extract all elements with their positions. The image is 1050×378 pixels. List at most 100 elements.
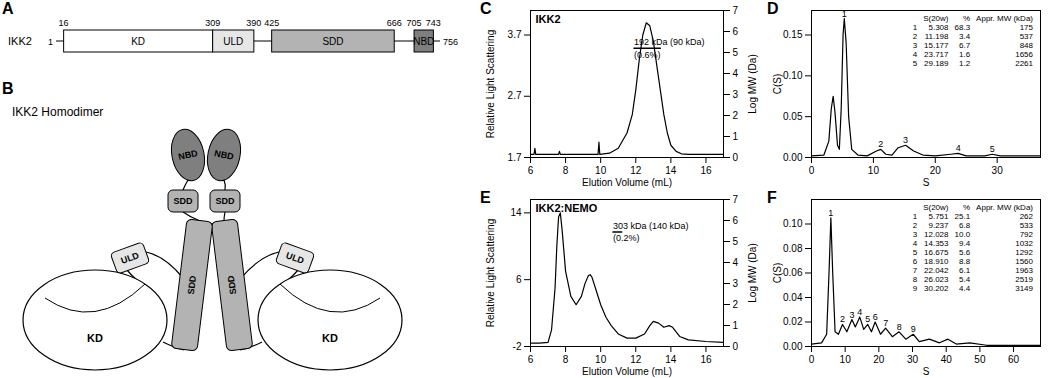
svg-text:756: 756 xyxy=(443,37,458,47)
svg-text:5: 5 xyxy=(990,144,995,154)
svg-text:743: 743 xyxy=(426,18,441,28)
svg-text:6: 6 xyxy=(733,26,739,37)
svg-text:0: 0 xyxy=(809,354,815,365)
svg-text:1: 1 xyxy=(842,9,847,19)
svg-text:SDD: SDD xyxy=(322,36,343,47)
svg-text:ULD: ULD xyxy=(223,36,243,47)
svg-text:14: 14 xyxy=(510,207,522,218)
svg-text:3: 3 xyxy=(903,135,908,145)
svg-text:309: 309 xyxy=(205,18,220,28)
svg-text:0.10: 0.10 xyxy=(783,70,803,81)
svg-text:8: 8 xyxy=(897,322,902,332)
svg-text:Relative Light Scattering: Relative Light Scattering xyxy=(485,219,496,327)
svg-text:6: 6 xyxy=(733,215,739,226)
svg-text:5: 5 xyxy=(733,236,739,247)
svg-text:192 kDa (90 kDa): 192 kDa (90 kDa) xyxy=(634,37,705,47)
svg-text:3: 3 xyxy=(733,89,739,100)
svg-text:6: 6 xyxy=(528,165,534,176)
svg-text:ULD: ULD xyxy=(285,250,306,266)
svg-text:3: 3 xyxy=(849,310,854,320)
svg-text:30: 30 xyxy=(907,354,919,365)
svg-text:4: 4 xyxy=(857,307,862,317)
svg-text:30: 30 xyxy=(992,165,1004,176)
svg-text:9: 9 xyxy=(911,324,916,334)
svg-text:1.7: 1.7 xyxy=(508,152,522,163)
svg-text:6: 6 xyxy=(516,274,522,285)
svg-text:Log MW (Da): Log MW (Da) xyxy=(747,243,758,302)
svg-text:SDD: SDD xyxy=(215,196,235,206)
svg-text:S: S xyxy=(923,366,930,377)
svg-text:2: 2 xyxy=(733,110,739,121)
svg-text:303 kDa (140 kDa): 303 kDa (140 kDa) xyxy=(613,221,689,231)
svg-text:0: 0 xyxy=(809,165,815,176)
svg-text:C(S): C(S) xyxy=(772,74,783,95)
svg-text:0.00: 0.00 xyxy=(783,341,803,352)
svg-text:NBD: NBD xyxy=(177,148,199,162)
svg-text:0.04: 0.04 xyxy=(783,292,803,303)
svg-text:SDD: SDD xyxy=(173,196,193,206)
svg-text:0.08: 0.08 xyxy=(783,243,803,254)
svg-text:16: 16 xyxy=(700,354,712,365)
svg-text:10: 10 xyxy=(595,165,607,176)
svg-text:NBD: NBD xyxy=(413,36,434,47)
svg-text:C(S): C(S) xyxy=(772,263,783,284)
svg-text:2.7: 2.7 xyxy=(508,90,522,101)
svg-text:KD: KD xyxy=(87,332,103,344)
svg-text:50: 50 xyxy=(974,354,986,365)
svg-text:16: 16 xyxy=(700,165,712,176)
svg-text:10: 10 xyxy=(595,354,607,365)
svg-text:0.05: 0.05 xyxy=(783,111,803,122)
svg-text:390: 390 xyxy=(246,18,261,28)
svg-text:60: 60 xyxy=(1008,354,1020,365)
svg-text:666: 666 xyxy=(387,18,402,28)
svg-text:1: 1 xyxy=(733,131,739,142)
svg-text:4: 4 xyxy=(733,257,739,268)
svg-text:1: 1 xyxy=(733,320,739,331)
svg-text:14: 14 xyxy=(665,165,677,176)
svg-text:(0.2%): (0.2%) xyxy=(613,233,640,243)
svg-text:IKK2:NEMO: IKK2:NEMO xyxy=(536,202,598,214)
svg-text:425: 425 xyxy=(264,18,279,28)
svg-text:705: 705 xyxy=(407,18,422,28)
svg-text:1: 1 xyxy=(828,208,833,218)
svg-text:-2: -2 xyxy=(513,341,522,352)
svg-text:Log MW (Da): Log MW (Da) xyxy=(747,54,758,113)
svg-text:2: 2 xyxy=(733,299,739,310)
svg-text:KD: KD xyxy=(322,332,338,344)
svg-text:IKK2 Homodimer: IKK2 Homodimer xyxy=(12,105,103,119)
svg-text:3.7: 3.7 xyxy=(508,29,522,40)
svg-text:20: 20 xyxy=(873,354,885,365)
svg-text:0.00: 0.00 xyxy=(783,152,803,163)
svg-text:6: 6 xyxy=(528,354,534,365)
svg-text:40: 40 xyxy=(941,354,953,365)
svg-text:7: 7 xyxy=(883,318,888,328)
svg-text:6: 6 xyxy=(873,312,878,322)
svg-text:Elution Volume (mL): Elution Volume (mL) xyxy=(582,177,672,188)
svg-text:0.15: 0.15 xyxy=(783,29,803,40)
svg-text:SDD: SDD xyxy=(226,274,238,295)
svg-text:Elution Volume (mL): Elution Volume (mL) xyxy=(582,366,672,377)
svg-text:16: 16 xyxy=(59,18,69,28)
svg-text:Relative Light Scattering: Relative Light Scattering xyxy=(485,30,496,138)
svg-text:10: 10 xyxy=(868,165,880,176)
svg-text:4: 4 xyxy=(956,143,961,153)
svg-text:12: 12 xyxy=(630,354,642,365)
svg-text:8: 8 xyxy=(563,354,569,365)
svg-text:12: 12 xyxy=(630,165,642,176)
svg-text:1: 1 xyxy=(48,37,53,47)
svg-text:(0.6%): (0.6%) xyxy=(634,50,661,60)
svg-text:3: 3 xyxy=(733,278,739,289)
svg-text:8: 8 xyxy=(563,165,569,176)
svg-text:0.10: 0.10 xyxy=(783,218,803,229)
svg-text:2: 2 xyxy=(840,314,845,324)
svg-text:10: 10 xyxy=(840,354,852,365)
svg-text:0.06: 0.06 xyxy=(783,267,803,278)
svg-text:2: 2 xyxy=(878,139,883,149)
svg-text:5: 5 xyxy=(733,47,739,58)
svg-text:7: 7 xyxy=(733,5,739,16)
svg-text:0: 0 xyxy=(733,341,739,352)
svg-text:ULD: ULD xyxy=(120,250,141,266)
svg-text:NBD: NBD xyxy=(213,148,235,162)
svg-text:5: 5 xyxy=(865,314,870,324)
svg-text:14: 14 xyxy=(665,354,677,365)
